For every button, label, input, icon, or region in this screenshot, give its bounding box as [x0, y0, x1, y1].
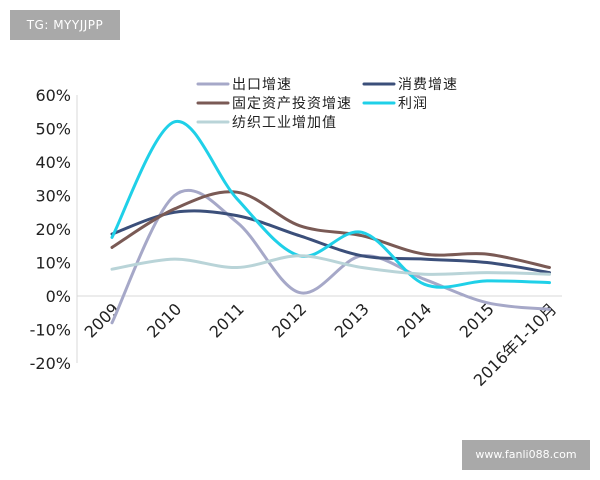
series-line-5: [110, 254, 551, 276]
x-tick-label: 2013: [331, 299, 373, 341]
x-tick-label: 2012: [268, 299, 310, 341]
y-tick-label: 0%: [46, 287, 71, 306]
x-tick-label: 2011: [206, 299, 248, 341]
legend-item: 消费增速: [362, 77, 458, 93]
y-tick-label: -10%: [30, 321, 71, 340]
y-tick-label: 20%: [35, 220, 71, 239]
y-tick-label: 10%: [35, 254, 71, 273]
chart-axes: [76, 95, 562, 363]
y-tick-label: 40%: [35, 153, 71, 172]
series-line-3: [110, 190, 551, 269]
legend-label: 消费增速: [398, 77, 458, 93]
series-line-2: [110, 209, 551, 275]
series-line-1: [110, 188, 551, 325]
y-tick-label: -20%: [30, 354, 71, 373]
legend-label: 固定资产投资增速: [232, 96, 352, 112]
series-lines: [110, 120, 551, 325]
x-tick-label: 2010: [143, 299, 185, 341]
legend-item: 出口增速: [196, 77, 292, 93]
y-tick-labels: -20% -10% 0% 10% 20% 30% 40% 50% 60%: [30, 86, 71, 373]
legend-item: 利润: [362, 96, 428, 112]
series-line-4: [110, 120, 551, 289]
y-tick-label: 30%: [35, 187, 71, 206]
x-tick-label: 2014: [393, 299, 435, 341]
x-tick-label: 2009: [81, 299, 123, 341]
watermark-bottom-right: www.fanli088.com: [462, 440, 590, 470]
legend-item: 纺织工业增加值: [196, 115, 337, 131]
y-tick-label: 50%: [35, 120, 71, 139]
legend-item: 固定资产投资增速: [196, 96, 352, 112]
legend-label: 纺织工业增加值: [232, 115, 337, 131]
legend-label: 利润: [398, 96, 428, 112]
x-tick-label: 2015: [456, 299, 498, 341]
y-tick-label: 60%: [35, 86, 71, 105]
legend-label: 出口增速: [232, 77, 292, 93]
watermark-top-left: TG: MYYJJPP: [10, 10, 120, 40]
